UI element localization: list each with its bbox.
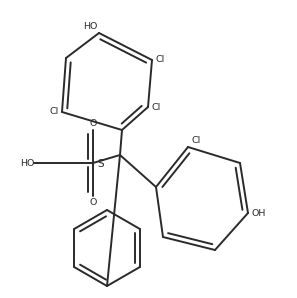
Text: OH: OH xyxy=(251,209,266,218)
Text: Cl: Cl xyxy=(50,108,59,117)
Text: Cl: Cl xyxy=(155,55,164,64)
Text: O: O xyxy=(89,198,97,207)
Text: Cl: Cl xyxy=(151,103,160,111)
Text: S: S xyxy=(97,159,104,169)
Text: Cl: Cl xyxy=(191,136,200,145)
Text: HO: HO xyxy=(20,159,34,167)
Text: O: O xyxy=(89,119,97,128)
Text: HO: HO xyxy=(83,22,97,31)
